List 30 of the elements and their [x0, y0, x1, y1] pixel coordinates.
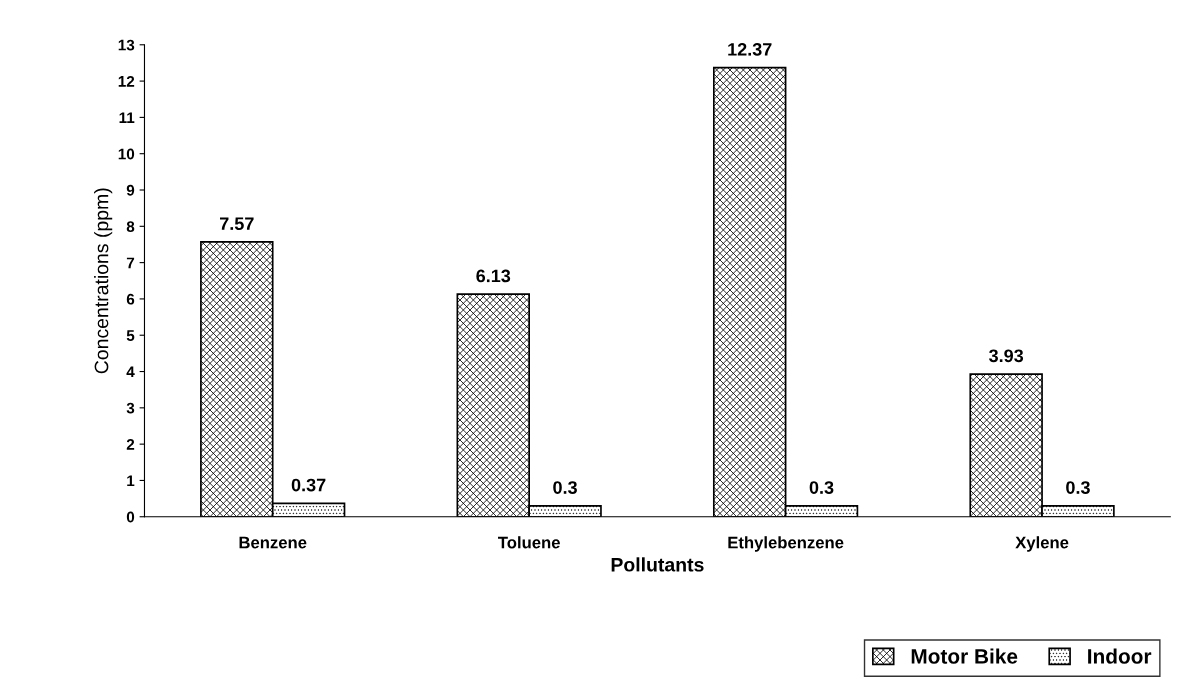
- y-axis-title: Concentrations (ppm): [94, 188, 113, 374]
- data-label: 6.13: [476, 269, 511, 283]
- data-label: 0.3: [809, 481, 834, 494]
- x-tick-label: Benzene: [239, 536, 307, 549]
- x-tick-label: Ethylebenzene: [728, 536, 844, 552]
- data-label: 12.37: [728, 42, 772, 56]
- data-label: 7.57: [220, 217, 254, 231]
- data-label: 3.93: [989, 349, 1024, 363]
- y-tick-label: 13: [118, 39, 135, 51]
- legend-label: Motor Bike: [911, 648, 1018, 664]
- y-tick-label: 5: [126, 330, 135, 341]
- y-tick-label: 12: [118, 75, 135, 87]
- y-tick-label: 11: [119, 112, 135, 123]
- legend-label: Indoor: [1088, 648, 1152, 664]
- data-label: 0.37: [291, 478, 326, 492]
- y-tick-label: 8: [126, 221, 135, 232]
- x-tick-label: Xylene: [1015, 536, 1069, 552]
- y-tick-label: 10: [118, 148, 135, 160]
- y-tick-label: 0: [126, 511, 135, 523]
- y-tick-label: 6: [126, 293, 135, 305]
- y-tick-label: 1: [127, 475, 135, 486]
- y-tick-label: 7: [126, 257, 135, 269]
- x-axis-title: Pollutants: [611, 557, 704, 572]
- y-tick-label: 2: [126, 439, 135, 450]
- data-label: 0.3: [1066, 481, 1090, 494]
- data-label: 0.3: [553, 481, 577, 494]
- y-tick-label: 4: [126, 366, 135, 378]
- x-tick-label: Toluene: [498, 536, 560, 549]
- y-tick-label: 9: [126, 184, 135, 196]
- y-tick-label: 3: [126, 402, 135, 414]
